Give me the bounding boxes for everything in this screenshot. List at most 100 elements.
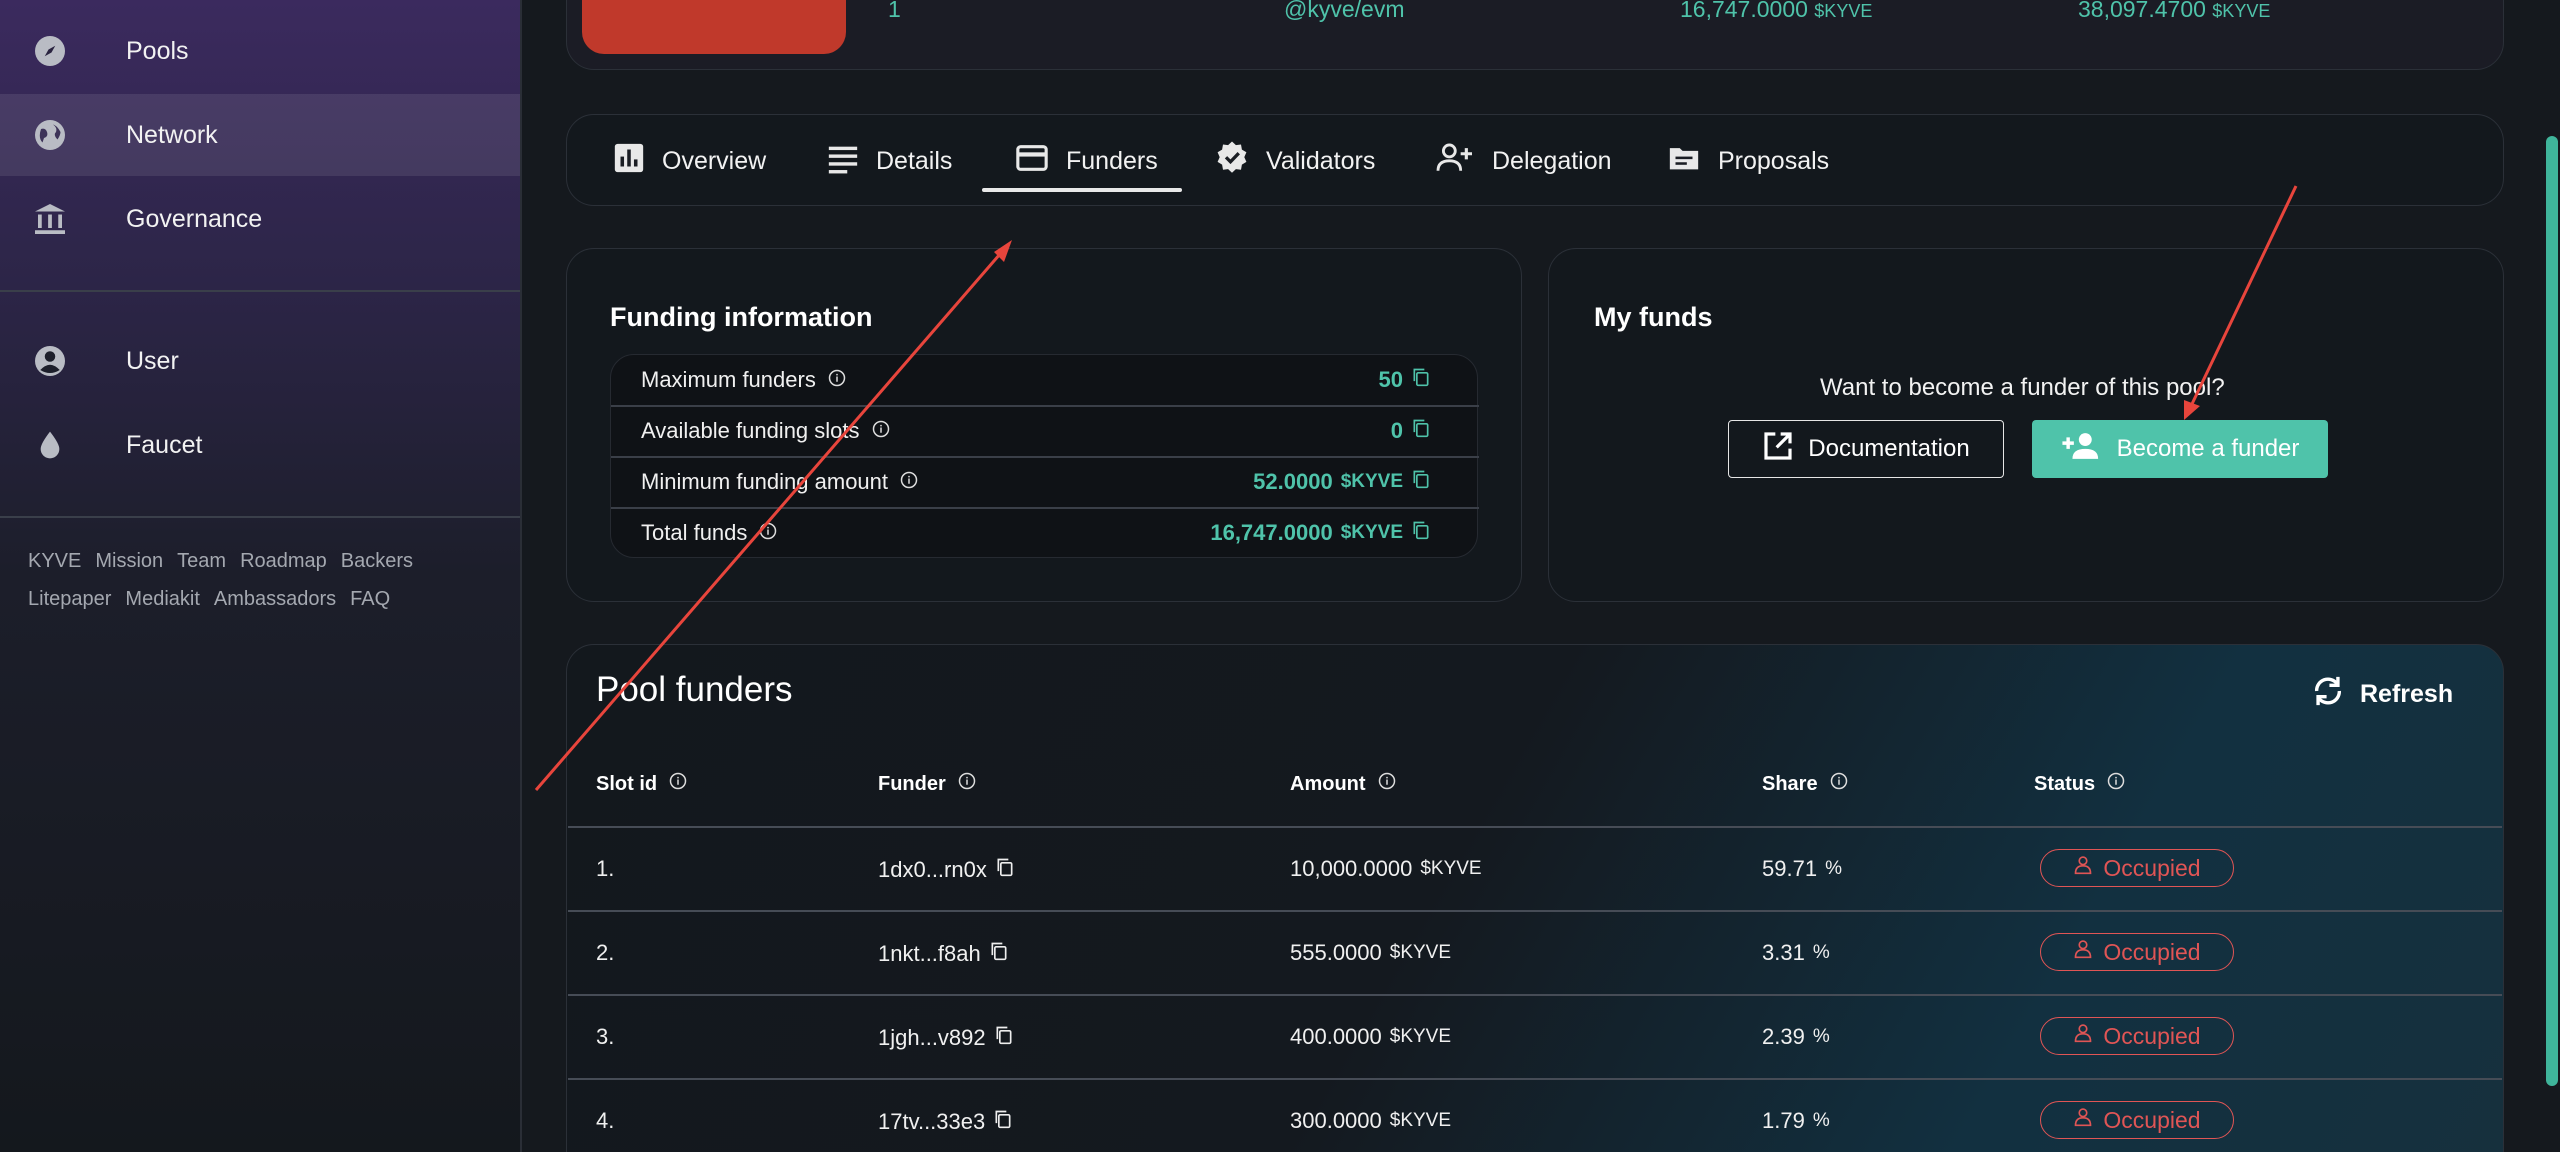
copy-icon[interactable]: [995, 856, 1015, 884]
person-icon: [2073, 1022, 2093, 1050]
card-icon: [1014, 141, 1050, 182]
table-row-slot: 4.: [596, 1108, 615, 1133]
status-badge: Occupied: [2040, 933, 2234, 971]
table-row-share: 3.31%: [1762, 940, 1830, 965]
tab-details[interactable]: Details: [826, 132, 952, 190]
info-icon[interactable]: [2107, 772, 2125, 796]
info-icon[interactable]: [900, 469, 918, 495]
copy-icon[interactable]: [1411, 519, 1431, 547]
folder-icon: [1666, 141, 1702, 182]
table-row-funder: 1dx0...rn0x: [878, 856, 1015, 884]
table-row-share: 59.71%: [1762, 856, 1842, 881]
pool-summary-card: [566, 0, 2504, 70]
my-funds-title: My funds: [1594, 302, 1713, 332]
funding-row-max-funders: Maximum funders 50: [611, 355, 1479, 405]
pool-funders-card: [566, 644, 2504, 1152]
compass-icon: [30, 31, 70, 71]
status-badge: Occupied: [2040, 849, 2234, 887]
sidebar-item-governance[interactable]: Governance: [0, 178, 520, 260]
table-row-amount: 400.0000 $KYVE: [1290, 1024, 1452, 1049]
tabs-bar: [566, 114, 2504, 206]
footer-link-backers[interactable]: Backers: [340, 550, 414, 572]
status-badge: Occupied: [2040, 1017, 2234, 1055]
row-divider: [568, 994, 2502, 996]
table-row-slot: 3.: [596, 1024, 615, 1049]
person-icon: [2073, 1106, 2093, 1134]
tab-proposals[interactable]: Proposals: [1666, 132, 1829, 190]
copy-icon[interactable]: [1411, 366, 1431, 394]
sidebar-item-label: Faucet: [126, 430, 203, 459]
verified-icon: [1214, 140, 1250, 183]
tab-funders[interactable]: Funders: [1014, 132, 1158, 190]
sidebar-item-label: User: [126, 346, 179, 375]
footer-link-faq[interactable]: FAQ: [350, 588, 391, 610]
footer-link-ambassadors[interactable]: Ambassadors: [213, 588, 337, 610]
footer-link-roadmap[interactable]: Roadmap: [240, 550, 327, 572]
footer-links: KYVE Mission Team Roadmap Backers: [28, 550, 413, 573]
row-divider: [568, 1078, 2502, 1080]
tab-validators[interactable]: Validators: [1214, 132, 1375, 190]
status-badge: Occupied: [2040, 1101, 2234, 1139]
active-tab-indicator: [982, 188, 1182, 192]
lines-icon: [826, 141, 860, 182]
table-row-funder: 17tv...33e3: [878, 1108, 1013, 1136]
info-icon[interactable]: [828, 367, 846, 393]
page-scrollbar[interactable]: [2546, 136, 2558, 1086]
tab-delegation[interactable]: Delegation: [1434, 132, 1612, 190]
chart-icon: [612, 141, 646, 182]
footer-link-litepaper[interactable]: Litepaper: [28, 588, 112, 610]
info-icon[interactable]: [1378, 772, 1396, 796]
external-link-icon: [1762, 430, 1794, 469]
sidebar-divider: [0, 516, 520, 518]
column-header-status: Status: [2034, 772, 2125, 796]
sidebar-item-faucet[interactable]: Faucet: [0, 404, 520, 486]
info-icon[interactable]: [669, 772, 687, 796]
funding-row-min-amount: Minimum funding amount 52.0000 $KYVE: [611, 457, 1479, 507]
footer-link-team[interactable]: Team: [177, 550, 227, 572]
table-row-share: 2.39%: [1762, 1024, 1830, 1049]
footer-link-mediakit[interactable]: Mediakit: [125, 588, 200, 610]
refresh-button[interactable]: Refresh: [2310, 674, 2453, 715]
sidebar-item-label: Governance: [126, 204, 263, 233]
copy-icon[interactable]: [989, 940, 1009, 968]
become-funder-prompt: Want to become a funder of this pool?: [1820, 374, 2225, 401]
pool-logo: [582, 0, 846, 54]
row-divider: [611, 456, 1479, 458]
table-row-amount: 10,000.0000 $KYVE: [1290, 856, 1482, 881]
funding-row-available-slots: Available funding slots 0: [611, 406, 1479, 456]
footer-link-mission[interactable]: Mission: [95, 550, 164, 572]
copy-icon[interactable]: [993, 1108, 1013, 1136]
become-a-funder-button[interactable]: Become a funder: [2032, 420, 2328, 478]
funding-info-table: Maximum funders 50 Available funding slo…: [610, 354, 1479, 558]
pool-total-delegation: 38,097.4700 $KYVE: [2078, 0, 2271, 22]
table-row-funder: 1jgh...v892: [878, 1024, 1014, 1052]
documentation-button[interactable]: Documentation: [1728, 420, 2004, 478]
sidebar-item-label: Pools: [126, 36, 189, 65]
column-header-slot-id: Slot id: [596, 772, 687, 796]
sidebar-divider: [0, 290, 520, 292]
info-icon[interactable]: [1830, 772, 1848, 796]
info-icon[interactable]: [872, 418, 890, 444]
sidebar-item-label: Network: [126, 120, 218, 149]
tab-overview[interactable]: Overview: [612, 132, 766, 190]
copy-icon[interactable]: [1411, 468, 1431, 496]
person-icon: [2073, 938, 2093, 966]
footer-links: Litepaper Mediakit Ambassadors FAQ: [28, 588, 390, 611]
info-icon[interactable]: [958, 772, 976, 796]
sidebar-item-network[interactable]: Network: [0, 94, 520, 176]
info-icon[interactable]: [759, 520, 777, 546]
copy-icon[interactable]: [1411, 417, 1431, 445]
sidebar-item-pools[interactable]: Pools: [0, 10, 520, 92]
table-row-amount: 300.0000 $KYVE: [1290, 1108, 1452, 1133]
globe-icon: [30, 115, 70, 155]
my-funds-card: [1548, 248, 2504, 602]
table-row-amount: 555.0000 $KYVE: [1290, 940, 1452, 965]
add-user-icon: [1434, 141, 1476, 182]
pool-funders-title: Pool funders: [596, 670, 793, 709]
footer-link-kyve[interactable]: KYVE: [28, 550, 82, 572]
pool-runtime: @kyve/evm: [1284, 0, 1405, 22]
table-row-slot: 2.: [596, 940, 615, 965]
refresh-icon: [2310, 674, 2346, 715]
sidebar-item-user[interactable]: User: [0, 320, 520, 402]
copy-icon[interactable]: [994, 1024, 1014, 1052]
